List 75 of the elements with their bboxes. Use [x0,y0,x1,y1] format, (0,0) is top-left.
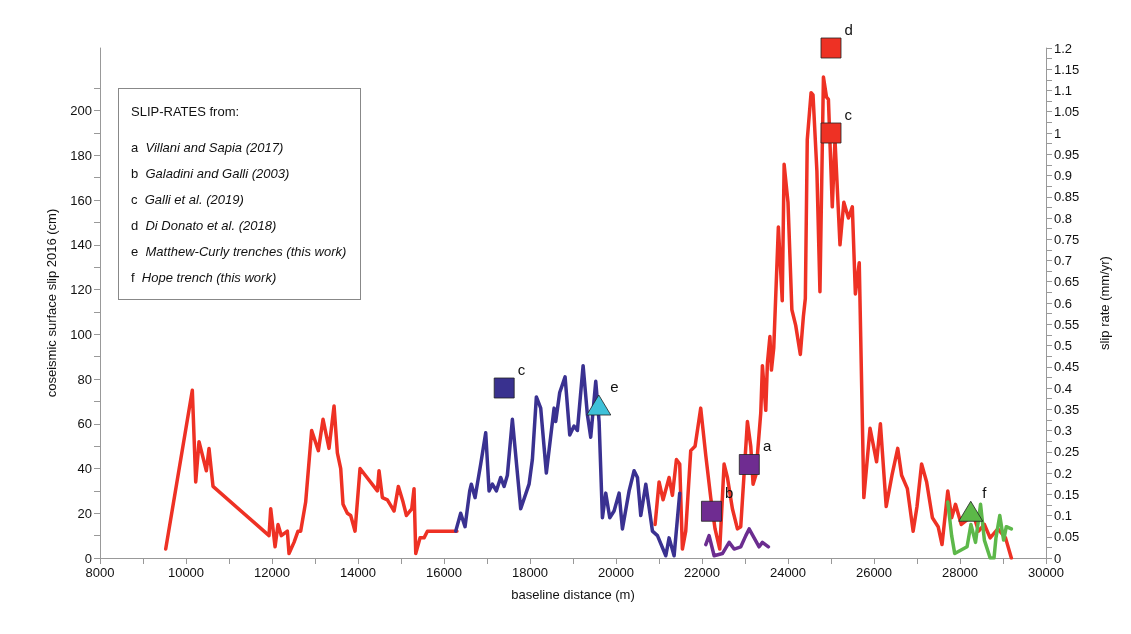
y-axis-title: coseismic surface slip 2016 (cm) [44,208,59,398]
y-tick-label: 140 [70,237,92,253]
x-tick-label: 12000 [253,565,291,580]
point [586,394,612,416]
y-tick-label: 180 [70,147,92,163]
y-tick-label: 100 [70,326,92,342]
data-label: b [725,483,734,501]
x-tick-label: 22000 [683,565,721,580]
data-label: e [610,377,619,395]
y2-tick-label: 0.05 [1054,529,1080,545]
data-label: f [982,483,988,501]
y2-tick-label: 1.15 [1054,61,1080,77]
y2-tick-label: 0.2 [1054,465,1073,481]
point [738,454,760,475]
x-tick-label: 10000 [167,565,205,580]
y2-tick-label: 0.1 [1054,508,1073,523]
line-series [453,363,682,558]
y2-tick-label: 1.05 [1054,104,1080,120]
line-series [704,527,771,558]
annotation: c Galli et al. (2019) [131,192,244,207]
point [820,122,842,144]
y2-tick-label: 0.8 [1054,210,1073,226]
x-tick-label: 18000 [511,565,549,580]
x-tick-label: 14000 [339,565,377,580]
y-tick-label: 80 [77,371,92,387]
y2-axis-title: slip rate (mm/yr) [1097,256,1112,350]
y-tick-label: 200 [70,103,92,119]
data-label: d [844,20,853,38]
x-tick-label: 24000 [769,565,807,580]
x-tick-label: 26000 [855,565,893,580]
y-tick-label: 160 [70,192,92,208]
point [701,500,722,522]
y-tick-label: 120 [70,282,92,298]
annotation: d Di Donato et al. (2018) [131,218,277,233]
y2-tick-label: 0.55 [1054,316,1080,332]
y2-tick-label: 0.9 [1054,168,1073,183]
y-tick-label: 20 [77,505,92,521]
y2-tick-label: 0.15 [1054,486,1080,502]
annotation: SLIP-RATES from: [131,103,241,121]
y2-tick-label: 1 [1054,125,1062,141]
y2-tick-label: 0 [1054,550,1062,566]
data-label: a [762,437,772,455]
y2-tick-label: 0.25 [1054,444,1080,460]
x-tick-label: 8000 [85,565,115,580]
x-tick-label: 30000 [1027,565,1065,580]
annotation: f Hope trench (this work) [131,270,277,285]
y2-tick-label: 0.6 [1054,295,1073,311]
y2-tick-label: 0.85 [1054,189,1080,205]
y2-tick-label: 0.75 [1054,231,1080,247]
y-tick-label: 40 [77,461,92,477]
x-tick-label: 20000 [597,565,635,580]
x-axis-title: baseline distance (m) [511,587,635,602]
point [493,377,515,399]
annotation: a Villani and Sapia (2017) [131,140,284,155]
y2-tick-label: 0.95 [1054,146,1080,162]
y2-tick-label: 1.1 [1054,83,1073,98]
annotation: e Matthew-Curly trenches (this work) [131,244,347,259]
y2-tick-label: 0.7 [1054,253,1073,268]
y-tick-label: 60 [77,416,92,432]
x-tick-label: 28000 [941,565,979,580]
data-label: c [844,105,853,123]
y2-tick-label: 0.5 [1054,338,1073,353]
y2-tick-label: 0.4 [1054,380,1073,396]
y2-tick-label: 0.3 [1054,423,1073,438]
y2-tick-label: 0.45 [1054,359,1080,375]
data-label: c [517,360,526,378]
y2-tick-label: 0.65 [1054,274,1080,290]
x-tick-label: 16000 [425,565,463,580]
y2-tick-label: 0.35 [1054,401,1080,417]
y-tick-label: 0 [84,550,92,566]
line-series [946,500,1014,560]
annotation: b Galadini and Galli (2003) [131,166,290,181]
y2-tick-label: 1.2 [1054,40,1073,56]
point [820,37,842,59]
point [958,500,984,522]
